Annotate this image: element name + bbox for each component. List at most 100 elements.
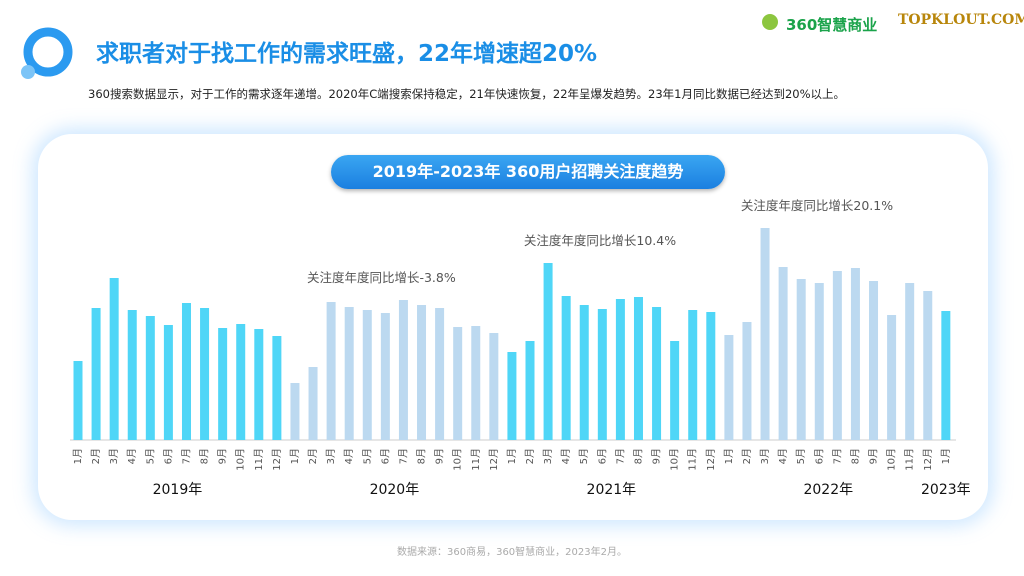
month-label: 4月 [777,448,789,464]
chart-card [38,134,988,520]
bar [200,308,210,440]
month-label: 2月 [307,448,319,464]
month-label: 10月 [235,448,247,471]
bar [778,267,788,440]
month-label: 3月 [759,448,771,464]
logo: TOPKLOUT.COM [898,12,1024,28]
bar [453,327,463,440]
month-label: 2月 [90,448,102,464]
bar [688,310,698,440]
bar [380,313,390,440]
month-label: 9月 [651,448,663,464]
bar [145,316,155,440]
brand-icon [762,14,778,30]
bar [127,310,137,440]
chart-title: 2019年-2023年 360用户招聘关注度趋势 [331,155,725,189]
bar [561,296,571,440]
month-label: 12月 [705,448,717,471]
month-label: 1月 [506,448,518,464]
month-label: 12月 [488,448,500,471]
bar [272,336,282,440]
bar [760,228,770,440]
bar [73,361,83,440]
bar [615,299,625,440]
bar [435,308,445,440]
bar [308,367,318,440]
bar [597,309,607,440]
bar [218,328,228,440]
annotation: 关注度年度同比增长10.4% [524,233,676,248]
year-label: 2020年 [370,482,420,498]
month-label: 10月 [452,448,464,471]
month-label: 5月 [578,448,590,464]
month-label: 6月 [813,448,825,464]
month-label: 5月 [795,448,807,464]
year-label: 2021年 [587,482,637,498]
month-label: 3月 [108,448,120,464]
month-label: 10月 [886,448,898,471]
bar [923,291,933,440]
month-label: 6月 [379,448,391,464]
bar [417,305,427,440]
year-label: 2022年 [803,482,853,498]
title: 求职者对于找工作的需求旺盛，22年增速超20% [96,41,598,67]
bar [543,263,553,440]
month-label: 7月 [397,448,409,464]
bar [832,271,842,440]
bar [887,315,897,440]
bar [724,335,734,440]
subtitle: 360搜索数据显示，对于工作的需求逐年递增。2020年C端搜索保持稳定，21年快… [88,87,846,101]
month-label: 4月 [560,448,572,464]
bar [362,310,372,440]
bar [742,322,752,440]
month-label: 1月 [72,448,84,464]
month-label: 4月 [126,448,138,464]
bar [181,303,191,440]
bar [850,268,860,440]
month-label: 2月 [524,448,536,464]
month-label: 11月 [687,448,699,471]
month-label: 1月 [289,448,301,464]
bar [109,278,119,440]
bar [489,333,499,440]
bar [525,341,535,440]
bar [507,352,517,440]
bar [254,329,264,440]
month-label: 7月 [180,448,192,464]
month-label: 7月 [831,448,843,464]
bar [941,311,951,440]
month-label: 7月 [614,448,626,464]
bar [814,283,824,440]
month-label: 8月 [416,448,428,464]
bar [633,297,643,440]
logo: 360智慧商业 [786,16,878,34]
bar [290,383,300,440]
month-label: 8月 [849,448,861,464]
bar [398,300,408,440]
month-label: 4月 [343,448,355,464]
source: 数据来源：360商易，360智慧商业，2023年2月。 [397,547,627,558]
month-label: 10月 [669,448,681,471]
month-label: 3月 [325,448,337,464]
month-label: 3月 [542,448,554,464]
month-label: 11月 [904,448,916,471]
month-label: 12月 [271,448,283,471]
month-label: 1月 [940,448,952,464]
bar [236,324,246,440]
annotation: 关注度年度同比增长20.1% [741,198,893,213]
bar [652,307,662,440]
annotation: 关注度年度同比增长-3.8% [307,270,456,285]
bar [326,302,336,440]
bar [471,326,481,440]
month-label: 5月 [144,448,156,464]
bar [163,325,173,440]
month-label: 9月 [217,448,229,464]
month-label: 6月 [596,448,608,464]
month-label: 2月 [741,448,753,464]
month-label: 9月 [434,448,446,464]
bar [91,308,101,440]
bar [579,305,589,440]
month-label: 12月 [922,448,934,471]
